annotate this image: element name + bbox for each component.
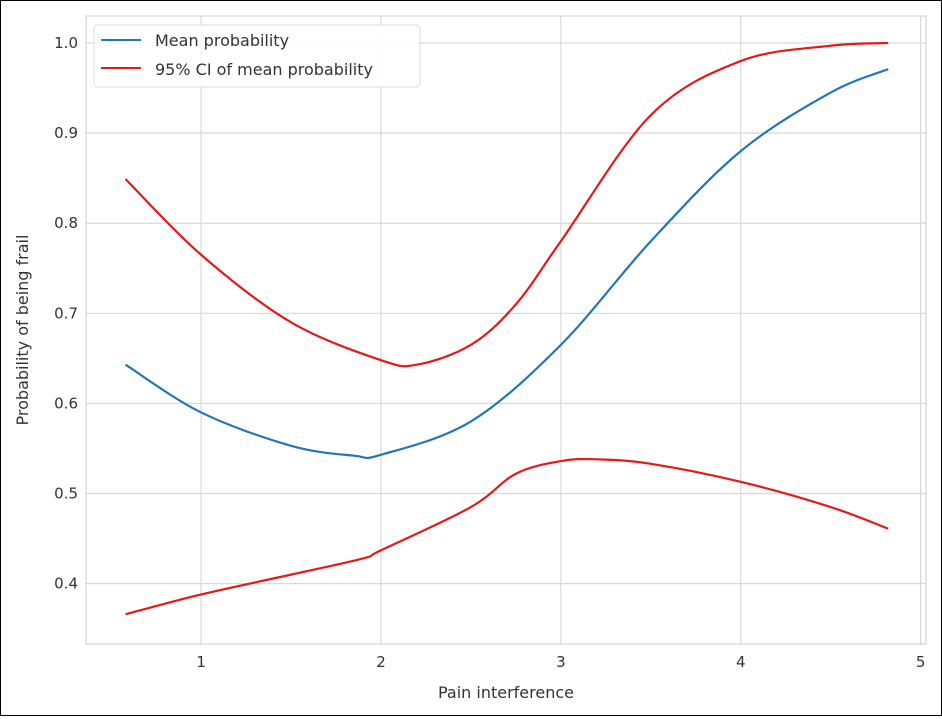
x-tick-label: 5 [916, 653, 926, 671]
y-tick-label: 0.9 [54, 124, 78, 142]
mean-probability-line [124, 68, 889, 460]
y-tick-label: 0.8 [54, 214, 78, 232]
x-axis-label: Pain interference [438, 683, 574, 702]
legend: Mean probability 95% CI of mean probabil… [93, 24, 421, 88]
ci-lower-line [125, 457, 889, 616]
plot-area-border [85, 15, 927, 645]
legend-box [93, 24, 421, 88]
ci-upper-line [124, 41, 889, 368]
series-lines [124, 41, 889, 616]
legend-label-mean: Mean probability [155, 31, 289, 50]
legend-label-ci: 95% CI of mean probability [155, 60, 373, 79]
tick-labels: 1 2 3 4 5 0.4 0.5 0.6 0.7 0.8 0.9 1.0 [54, 34, 925, 671]
x-tick-label: 2 [376, 653, 386, 671]
y-tick-label: 0.6 [54, 394, 78, 412]
y-tick-label: 1.0 [54, 34, 78, 52]
x-tick-label: 4 [736, 653, 746, 671]
y-tick-label: 0.4 [54, 575, 78, 593]
y-axis-label: Probability of being frail [13, 235, 32, 426]
x-tick-label: 3 [556, 653, 566, 671]
y-tick-label: 0.7 [54, 304, 78, 322]
y-tick-label: 0.5 [54, 485, 78, 503]
x-tick-label: 1 [196, 653, 206, 671]
